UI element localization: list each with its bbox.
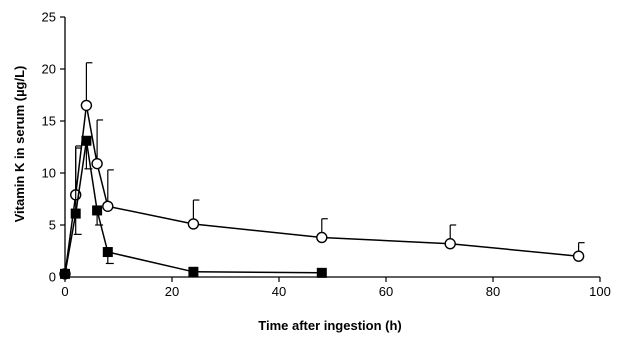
data-point-circle xyxy=(80,99,93,112)
y-tick-label: 15 xyxy=(42,114,56,129)
data-point-square xyxy=(70,208,81,219)
series-open-circle xyxy=(59,62,585,280)
data-point-circle xyxy=(91,157,103,170)
data-point-square xyxy=(92,205,103,216)
data-point-circle xyxy=(187,218,200,230)
y-tick-label: 5 xyxy=(49,218,56,233)
data-point-square xyxy=(60,268,70,279)
series-line xyxy=(64,105,579,275)
data-point-circle xyxy=(444,238,456,250)
data-point-circle xyxy=(572,250,585,262)
y-tick-label: 10 xyxy=(42,166,56,181)
x-tick-label: 0 xyxy=(61,284,68,299)
data-point-square xyxy=(188,266,199,277)
data-point-circle xyxy=(316,231,328,244)
x-tick-label: 20 xyxy=(165,284,179,299)
y-axis-title: Vitamin K in serum (µg/L) xyxy=(12,66,27,223)
axis-ticks: 0 5 10 15 20 25 0 20 40 60 80 100 xyxy=(42,10,611,300)
data-series xyxy=(59,62,585,280)
x-axis-title: Time after ingestion (h) xyxy=(258,318,402,333)
y-tick-label: 25 xyxy=(42,10,56,25)
data-point-square xyxy=(102,247,113,258)
series-filled-square xyxy=(60,135,327,279)
y-tick-label: 0 xyxy=(49,270,56,285)
x-tick-label: 60 xyxy=(379,284,393,299)
data-point-square xyxy=(81,135,92,146)
x-tick-label: 40 xyxy=(272,284,286,299)
axes xyxy=(64,17,600,278)
y-tick-label: 20 xyxy=(42,62,56,77)
x-tick-label: 80 xyxy=(486,284,500,299)
x-tick-label: 100 xyxy=(589,284,611,299)
data-point-circle xyxy=(102,200,114,212)
data-point-square xyxy=(316,267,327,278)
